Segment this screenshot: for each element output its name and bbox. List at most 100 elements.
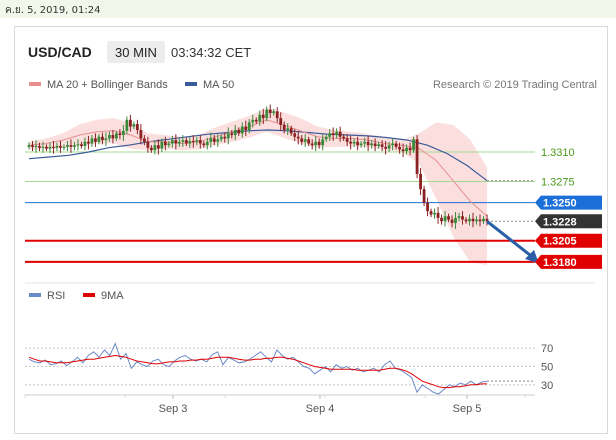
candle-body [401, 149, 405, 152]
candle-body [373, 143, 377, 147]
candle-body [170, 140, 174, 144]
candle-body [149, 147, 153, 151]
candle-body [261, 114, 265, 119]
candle-body [331, 133, 335, 136]
candle-body [205, 141, 209, 146]
candle-body [118, 133, 122, 136]
candle-body [447, 216, 450, 220]
candle-body [387, 145, 391, 149]
candle-body [482, 218, 485, 222]
top-bar: ค.ย. 5, 2019, 01:24 [0, 0, 616, 18]
candle-body [160, 141, 164, 149]
candle-body [139, 129, 143, 139]
candle-body [202, 143, 206, 146]
candle-body [398, 146, 401, 150]
candle-body [251, 119, 255, 123]
candle-body [135, 124, 139, 130]
x-tick-label: Sep 5 [453, 403, 482, 415]
candle-body [457, 216, 461, 218]
candle-body [45, 146, 48, 149]
candle-body [34, 146, 38, 148]
candle-body [345, 138, 349, 142]
candle-body [209, 138, 213, 142]
candle-body [233, 129, 237, 136]
candle-body [450, 219, 454, 223]
timeframe-badge[interactable]: 30 MIN [107, 41, 165, 63]
candle-body [279, 118, 283, 125]
legend-ma50: MA 50 [203, 79, 234, 91]
currency-pair: USD/CAD [28, 44, 92, 60]
candle-body [153, 145, 157, 151]
candle-body [48, 146, 52, 149]
candle-body [475, 219, 478, 222]
candle-body [146, 141, 150, 148]
candle-body [377, 144, 381, 147]
candle-body [177, 141, 181, 144]
candle-body [62, 146, 66, 148]
x-tick-label: Sep 4 [306, 403, 335, 415]
legend-9ma: 9MA [101, 290, 124, 302]
candle-body [349, 141, 353, 144]
candle-body [293, 133, 297, 137]
rsi-legend: RSI 9MA [29, 290, 124, 302]
level-label-1.3275: 1.3275 [541, 177, 575, 189]
level-label-1.3250: 1.3250 [543, 198, 577, 210]
candle-body [405, 147, 408, 152]
candle-body [321, 139, 325, 146]
level-label-1.3228: 1.3228 [543, 216, 577, 228]
candle-body [163, 141, 167, 146]
candle-body [254, 119, 258, 122]
candle-body [219, 136, 223, 140]
price-chart: MA 20 + Bollinger Bands MA 50 Research ©… [24, 79, 602, 415]
candle-body [156, 145, 160, 149]
candle-body [426, 202, 429, 212]
legend-swatch-ma20 [29, 82, 41, 86]
rsi-series-rsi [28, 342, 488, 395]
candle-body [188, 140, 192, 144]
candle-body [303, 139, 307, 142]
candle-body [419, 173, 422, 190]
candle-body [41, 146, 45, 148]
candle-body [181, 140, 185, 142]
candle-body [408, 147, 412, 151]
level-tag-1.3180 [535, 254, 602, 269]
candle-body [265, 109, 269, 119]
candle-body [216, 139, 220, 142]
candle-body [478, 219, 482, 222]
candle-body [286, 128, 290, 130]
rsi-series-9ma [28, 354, 487, 389]
rsi-pane: 70 50 30 [25, 342, 553, 395]
legend-rsi: RSI [47, 290, 65, 302]
clock: 03:34:32 CET [171, 44, 252, 60]
legend-ma20: MA 20 + Bollinger Bands [47, 79, 168, 91]
candle-body [485, 218, 489, 222]
level-tag-1.3228 [535, 214, 602, 229]
candle-body [184, 140, 188, 144]
candle-body [97, 136, 101, 142]
candle-body [443, 216, 447, 222]
candle-body [80, 144, 83, 147]
candle-body [352, 141, 356, 144]
legend-swatch-rsi [29, 293, 41, 297]
candle-body [128, 119, 132, 127]
candle-body [268, 109, 272, 114]
candle-body [237, 129, 241, 134]
level-label-1.3180: 1.3180 [543, 257, 577, 269]
candle-body [461, 216, 464, 220]
candle-body [468, 218, 471, 222]
candle-body [101, 136, 104, 141]
candle-body [338, 131, 342, 137]
candle-body [440, 217, 443, 222]
candle-body [300, 138, 304, 142]
candle-body [464, 219, 468, 222]
candle-body [296, 136, 300, 139]
candle-body [258, 114, 262, 122]
candle-body [328, 133, 332, 137]
candle-body [198, 140, 202, 144]
ma50-line [28, 129, 488, 182]
candle-body [282, 124, 286, 130]
candle-body [366, 141, 370, 146]
candle-body [230, 133, 234, 136]
legend-swatch-ma50 [185, 82, 197, 86]
candle-body [310, 143, 314, 146]
